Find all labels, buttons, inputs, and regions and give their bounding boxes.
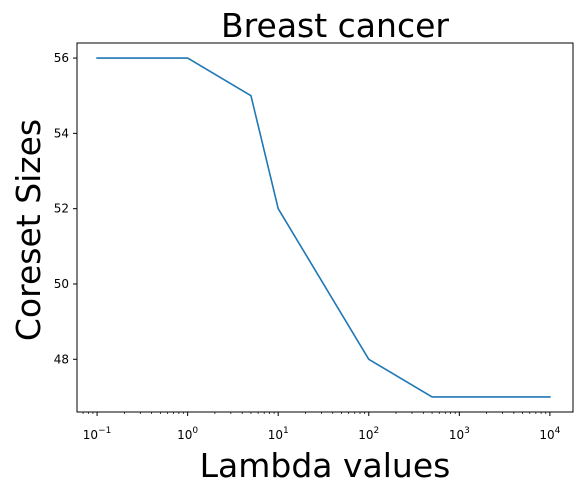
chart-title: Breast cancer xyxy=(221,6,449,45)
series-line xyxy=(96,57,551,398)
series-group xyxy=(96,57,551,398)
x-tick-label: 101 xyxy=(268,426,289,442)
y-axis-label: Coreset Sizes xyxy=(9,119,48,341)
y-tick-label: 54 xyxy=(54,126,69,140)
x-tick-label: 100 xyxy=(177,426,198,442)
x-tick-label: 104 xyxy=(539,426,560,442)
plot-frame xyxy=(76,42,574,413)
y-tick-label: 48 xyxy=(54,352,69,366)
x-tick-label: 103 xyxy=(449,426,470,442)
y-tick-label: 50 xyxy=(54,277,69,291)
y-axis-ticks: 48 50 52 54 56 xyxy=(54,51,77,366)
y-tick-label: 52 xyxy=(54,202,69,216)
plot-area: 10−1 100 101 102 103 104 48 50 52 54 56 xyxy=(54,42,574,442)
y-tick-label: 56 xyxy=(54,51,69,65)
x-axis-ticks: 10−1 100 101 102 103 104 xyxy=(83,412,561,442)
x-tick-label: 10−1 xyxy=(83,426,112,442)
x-axis-label: Lambda values xyxy=(200,446,451,485)
x-tick-label: 102 xyxy=(358,426,379,442)
